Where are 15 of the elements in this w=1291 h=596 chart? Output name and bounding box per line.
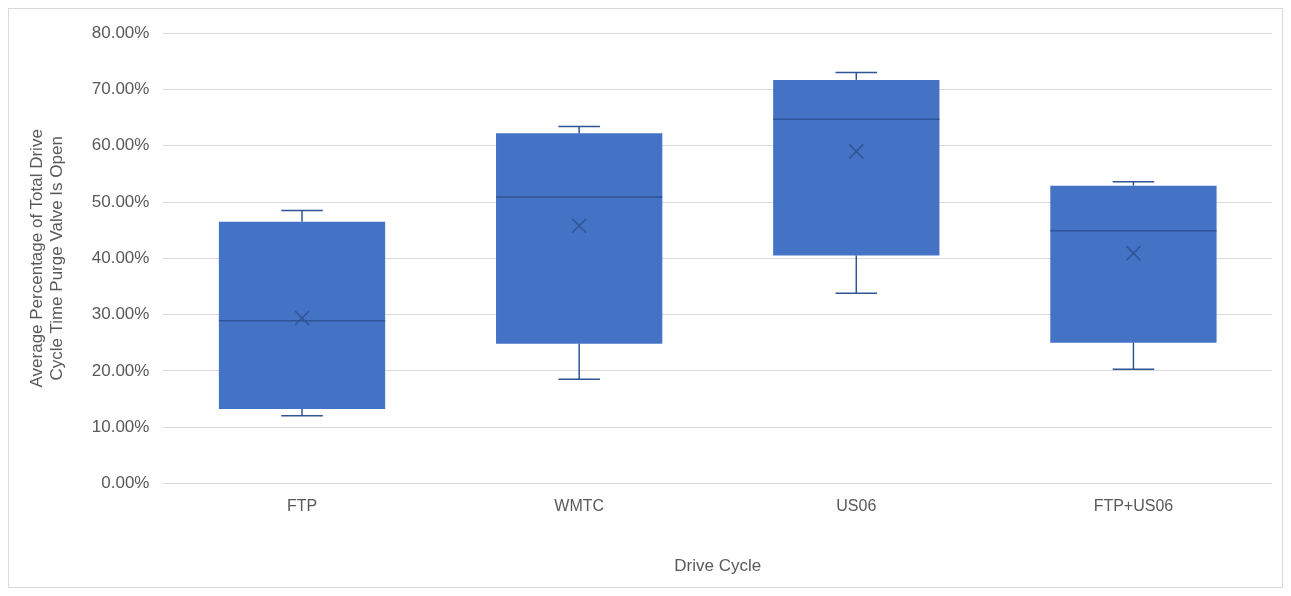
y-tick-label: 80.00%: [91, 22, 150, 42]
y-tick-label: 10.00%: [91, 416, 150, 436]
y-tick-label: 30.00%: [91, 304, 150, 324]
x-tick-label: WMTC: [554, 497, 605, 515]
x-axis-title: Drive Cycle: [674, 556, 762, 576]
y-tick-label: 60.00%: [91, 135, 150, 155]
x-tick-label: FTP+US06: [1093, 497, 1174, 515]
y-axis-title: Average Percentage of Total Drive Cycle Time Purge Valve Is Open: [26, 129, 67, 388]
y-tick-label: 70.00%: [91, 79, 150, 99]
x-tick-label: FTP: [286, 497, 318, 515]
y-tick-label: 50.00%: [91, 191, 150, 211]
x-tick-label: US06: [836, 497, 877, 515]
y-tick-label: 40.00%: [91, 247, 150, 267]
y-tick-label: 20.00%: [91, 360, 150, 380]
y-tick-label: 0.00%: [101, 473, 150, 493]
